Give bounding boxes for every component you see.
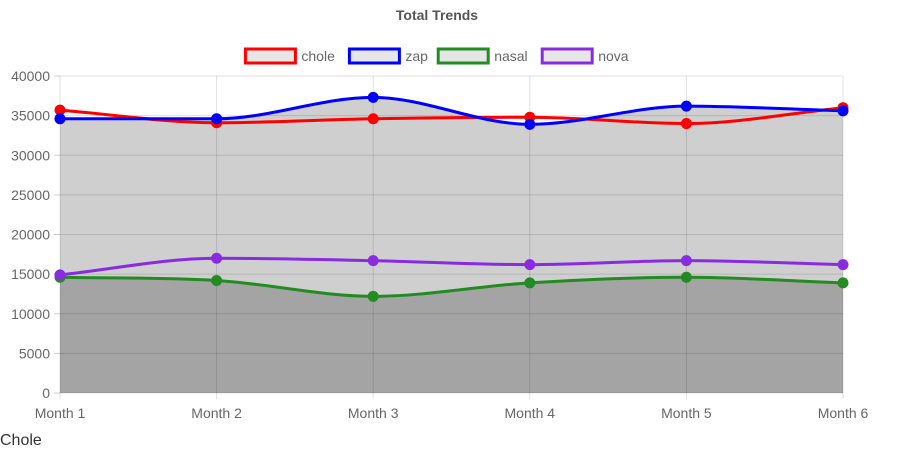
- y-tick-label: 5000: [19, 345, 50, 361]
- data-point-nova[interactable]: [837, 259, 849, 271]
- data-point-zap[interactable]: [680, 100, 692, 112]
- legend-label: nova: [598, 48, 629, 64]
- series-line-zap: [60, 95, 844, 126]
- legend-swatch: [436, 47, 490, 65]
- legend-label: nasal: [494, 48, 527, 64]
- data-point-nova[interactable]: [367, 255, 379, 267]
- x-tick-label: Month 2: [191, 405, 242, 421]
- y-tick-label: 20000: [11, 227, 50, 243]
- data-point-chole[interactable]: [680, 118, 692, 130]
- data-point-zap[interactable]: [524, 118, 536, 130]
- x-tick-label: Month 1: [35, 405, 86, 421]
- series-line-nova: [59, 256, 844, 277]
- x-tick-label: Month 6: [818, 405, 869, 421]
- x-tick-label: Month 3: [348, 405, 399, 421]
- data-point-nova[interactable]: [524, 259, 536, 271]
- legend-item-nasal[interactable]: nasal: [436, 47, 528, 65]
- data-point-nova[interactable]: [54, 269, 66, 281]
- data-point-zap[interactable]: [54, 113, 66, 125]
- y-tick-label: 40000: [11, 68, 50, 84]
- legend-item-nova[interactable]: nova: [540, 47, 629, 65]
- series-line-nasal: [59, 275, 844, 298]
- x-tick-label: Month 5: [661, 405, 712, 421]
- legend-swatch: [540, 47, 594, 65]
- legend-swatch: [347, 47, 401, 65]
- x-axis: Month 1 Month 2 Month 3 Month 4 Month 5 Month…: [35, 405, 869, 421]
- y-tick-label: 15000: [11, 266, 50, 282]
- area-fill-lower: [60, 277, 843, 393]
- y-tick-label: 10000: [11, 306, 50, 322]
- data-point-nova[interactable]: [680, 255, 692, 267]
- area-fills: [60, 97, 843, 394]
- data-point-nasal[interactable]: [211, 274, 223, 286]
- data-point-nasal[interactable]: [524, 277, 536, 289]
- legend-swatch: [243, 47, 297, 65]
- y-tick-label: 35000: [11, 108, 50, 124]
- data-point-nova[interactable]: [211, 252, 223, 264]
- y-axis: 0 5000 10000 15000 20000 25000 30000 35000 40000: [11, 68, 60, 401]
- legend-label: chole: [301, 48, 335, 64]
- y-tick-label: 0: [42, 385, 50, 401]
- series-line-chole: [59, 106, 844, 126]
- line-chart: Total Trends chole zap nasal nova 0 5000 1000…: [11, 7, 869, 421]
- caption: Chole: [0, 432, 42, 449]
- y-tick-label: 25000: [11, 187, 50, 203]
- data-point-nasal[interactable]: [680, 271, 692, 283]
- data-point-nasal[interactable]: [367, 290, 379, 302]
- legend: chole zap nasal nova: [243, 47, 629, 65]
- chart-svg: Total Trends chole zap nasal nova 0 5000 1000…: [11, 7, 869, 421]
- legend-item-zap[interactable]: zap: [347, 47, 428, 65]
- data-point-zap[interactable]: [211, 113, 223, 125]
- chart-title: Total Trends: [396, 7, 478, 23]
- data-point-zap[interactable]: [837, 105, 849, 117]
- data-point-zap[interactable]: [367, 91, 379, 103]
- legend-label: zap: [405, 48, 428, 64]
- x-tick-label: Month 4: [505, 405, 556, 421]
- data-point-chole[interactable]: [367, 113, 379, 125]
- series-lines: [59, 95, 844, 298]
- data-points: [54, 91, 849, 302]
- data-point-nasal[interactable]: [837, 277, 849, 289]
- legend-item-chole[interactable]: chole: [243, 47, 335, 65]
- y-tick-label: 30000: [11, 147, 50, 163]
